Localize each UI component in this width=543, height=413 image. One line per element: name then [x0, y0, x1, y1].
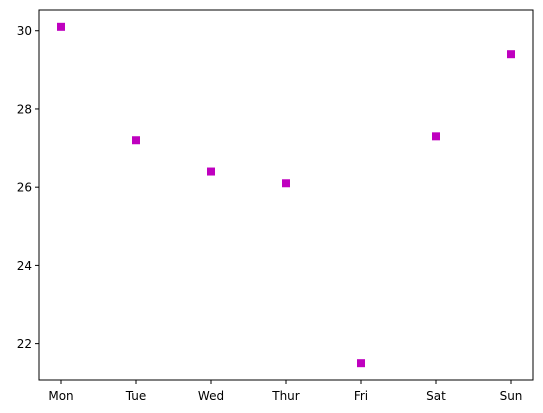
x-tick-label: Wed: [198, 389, 224, 403]
data-point: [432, 132, 440, 141]
x-tick-label: Mon: [48, 389, 73, 403]
data-point: [357, 359, 365, 368]
x-tick-label: Sun: [500, 389, 523, 403]
data-point: [207, 167, 215, 176]
y-tick-label: 28: [17, 102, 32, 116]
data-point: [132, 136, 140, 145]
y-tick-label: 26: [17, 181, 32, 195]
y-tick-label: 24: [17, 259, 32, 273]
plot-area: [38, 9, 534, 381]
y-tick-label: 30: [17, 24, 32, 38]
x-tick-label: Tue: [125, 389, 147, 403]
data-point: [507, 50, 515, 59]
y-tick-label: 22: [17, 337, 32, 351]
x-tick-label: Sat: [426, 389, 446, 403]
data-markers: [57, 22, 515, 368]
y-axis: 22 24 26 28 30: [17, 24, 39, 351]
data-point: [57, 22, 65, 31]
x-tick-label: Fri: [354, 389, 368, 403]
x-axis: Mon Tue Wed Thur Fri Sat Sun: [48, 380, 522, 403]
data-point: [282, 179, 290, 188]
x-tick-label: Thur: [271, 389, 300, 403]
